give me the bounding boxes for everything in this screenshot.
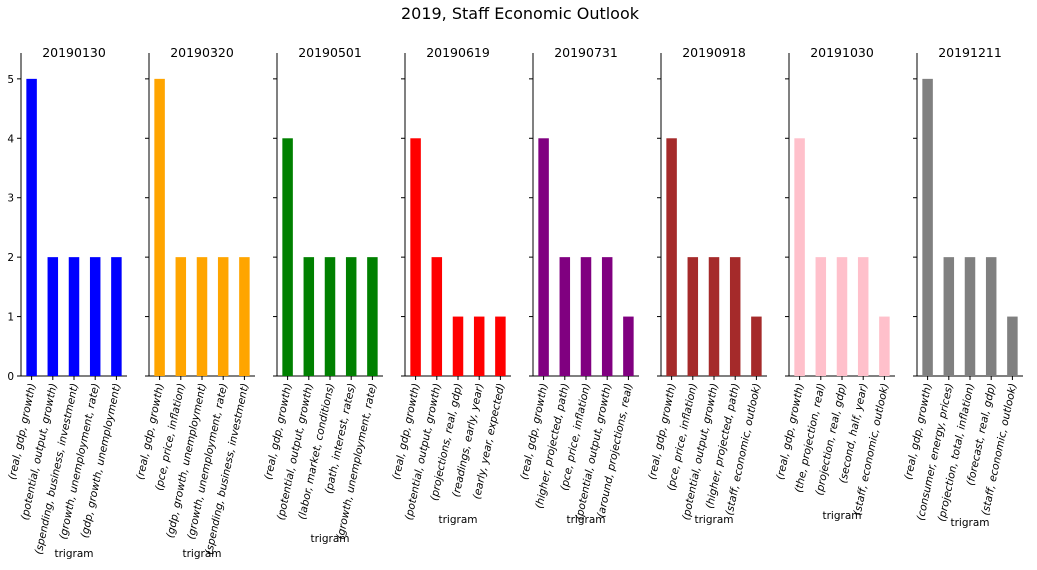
bar [964, 257, 976, 376]
bar [580, 257, 592, 376]
x-axis-label: trigram [55, 548, 94, 560]
panel-20191030: 20191030(real, gdp, growth)(the, project… [774, 45, 895, 522]
bar [324, 257, 336, 376]
y-tick-label: 2 [7, 252, 14, 264]
bar [89, 257, 101, 376]
x-axis-label: trigram [567, 514, 606, 526]
y-tick-label: 3 [7, 193, 14, 205]
bar [282, 138, 293, 376]
x-axis-label: trigram [951, 517, 990, 529]
chart-title: 2019, Staff Economic Outlook [401, 4, 640, 23]
panel-title: 20191030 [810, 45, 874, 60]
panel-title: 20190918 [682, 45, 746, 60]
y-tick-label: 4 [7, 133, 14, 145]
bar [26, 78, 37, 376]
panel-20190501: 20190501(real, gdp, growth)(potential, o… [262, 45, 383, 545]
x-axis-label: trigram [695, 514, 734, 526]
y-tick-label: 5 [7, 74, 14, 86]
bar [410, 138, 421, 376]
bar [217, 257, 229, 376]
x-axis-label: trigram [311, 533, 350, 545]
panel-20191211: 20191211(real, gdp, growth)(consumer, en… [902, 45, 1023, 529]
bar [345, 257, 357, 376]
bar [836, 257, 848, 376]
panel-20190320: 20190320(real, gdp, growth)(pce, price, … [134, 45, 255, 560]
panel-title: 20190731 [554, 45, 618, 60]
x-axis-label: trigram [183, 548, 222, 560]
bar [111, 257, 122, 376]
bar [943, 257, 955, 376]
panel-title: 20191211 [938, 45, 1002, 60]
bar [196, 257, 208, 376]
panel-20190731: 20190731(real, gdp, growth)(higher, proj… [518, 45, 639, 526]
bar [666, 138, 677, 376]
bar [623, 316, 634, 376]
bar [708, 257, 720, 376]
x-axis-label: trigram [823, 510, 862, 522]
bar [239, 257, 250, 376]
bar [452, 316, 464, 376]
bar [559, 257, 571, 376]
panel-title: 20190320 [170, 45, 234, 60]
bar [68, 257, 80, 376]
panel-title: 20190619 [426, 45, 490, 60]
bar [175, 257, 187, 376]
bar [367, 257, 378, 376]
bar [794, 138, 805, 376]
bar [303, 257, 315, 376]
x-axis-label: trigram [439, 514, 478, 526]
panel-20190619: 20190619(real, gdp, growth)(potential, o… [390, 45, 511, 526]
bar [751, 316, 762, 376]
bar [815, 257, 827, 376]
bar [601, 257, 613, 376]
bar [687, 257, 699, 376]
bar [47, 257, 59, 376]
bar [729, 257, 741, 376]
bar [857, 257, 869, 376]
panel-title: 20190501 [298, 45, 362, 60]
bar [154, 78, 165, 376]
bar [473, 316, 485, 376]
panel-title: 20190130 [42, 45, 106, 60]
bar [985, 257, 997, 376]
bar [922, 78, 933, 376]
bar [538, 138, 549, 376]
panel-20190918: 20190918(real, gdp, growth)(pce, price, … [646, 45, 767, 526]
y-tick-label: 0 [7, 371, 14, 383]
bar [431, 257, 443, 376]
bar [879, 316, 890, 376]
bar [495, 316, 506, 376]
bar [1007, 316, 1018, 376]
y-tick-label: 1 [7, 312, 14, 324]
